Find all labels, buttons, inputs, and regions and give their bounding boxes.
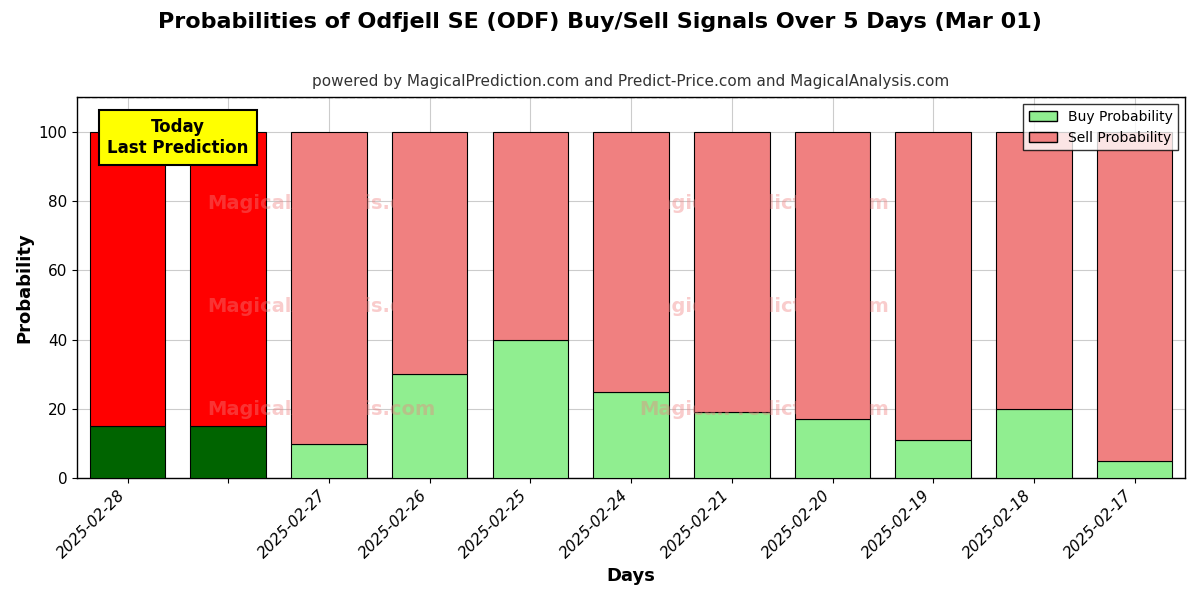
Bar bbox=[895, 440, 971, 478]
Text: MagicalPrediction.com: MagicalPrediction.com bbox=[640, 400, 889, 419]
Text: MagicalAnalysis.com: MagicalAnalysis.com bbox=[206, 400, 436, 419]
Bar bbox=[996, 409, 1072, 478]
Text: MagicalPrediction.com: MagicalPrediction.com bbox=[640, 194, 889, 214]
Bar bbox=[593, 132, 668, 392]
Bar bbox=[593, 392, 668, 478]
Text: MagicalAnalysis.com: MagicalAnalysis.com bbox=[206, 194, 436, 214]
Bar bbox=[191, 132, 266, 426]
Y-axis label: Probability: Probability bbox=[14, 232, 32, 343]
X-axis label: Days: Days bbox=[607, 567, 655, 585]
Text: Probabilities of Odfjell SE (ODF) Buy/Sell Signals Over 5 Days (Mar 01): Probabilities of Odfjell SE (ODF) Buy/Se… bbox=[158, 12, 1042, 32]
Bar bbox=[90, 132, 166, 426]
Bar bbox=[292, 132, 367, 443]
Title: powered by MagicalPrediction.com and Predict-Price.com and MagicalAnalysis.com: powered by MagicalPrediction.com and Pre… bbox=[312, 74, 949, 89]
Bar bbox=[1097, 132, 1172, 461]
Bar bbox=[191, 426, 266, 478]
Bar bbox=[492, 132, 568, 340]
Bar bbox=[996, 132, 1072, 409]
Legend: Buy Probability, Sell Probability: Buy Probability, Sell Probability bbox=[1024, 104, 1178, 150]
Bar bbox=[694, 412, 769, 478]
Bar bbox=[1097, 461, 1172, 478]
Text: MagicalAnalysis.com: MagicalAnalysis.com bbox=[206, 297, 436, 316]
Bar bbox=[492, 340, 568, 478]
Bar bbox=[694, 132, 769, 412]
Bar bbox=[794, 419, 870, 478]
Bar bbox=[895, 132, 971, 440]
Bar bbox=[392, 374, 468, 478]
Bar bbox=[794, 132, 870, 419]
Bar bbox=[392, 132, 468, 374]
Text: Today
Last Prediction: Today Last Prediction bbox=[107, 118, 248, 157]
Bar bbox=[292, 443, 367, 478]
Bar bbox=[90, 426, 166, 478]
Text: MagicalPrediction.com: MagicalPrediction.com bbox=[640, 297, 889, 316]
